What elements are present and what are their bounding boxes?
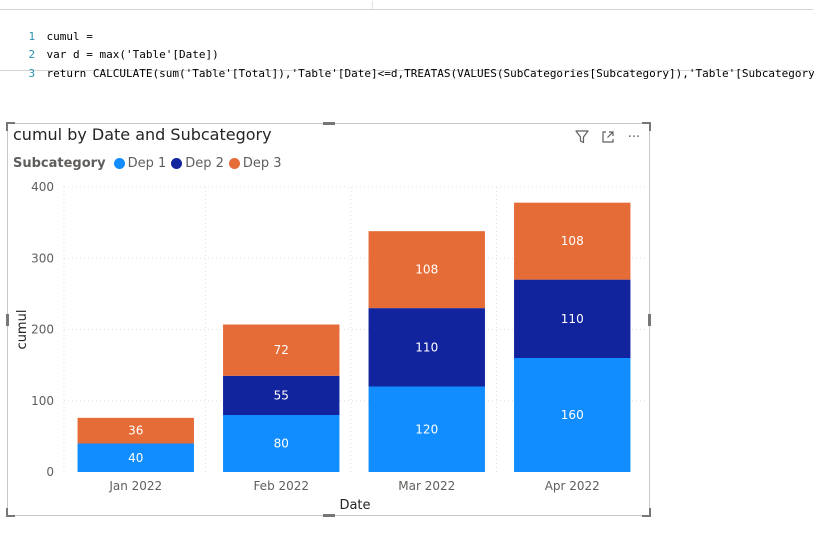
- resize-handle-bottom[interactable]: [323, 514, 335, 517]
- chart-title: cumul by Date and Subcategory: [13, 125, 272, 144]
- data-label: 120: [415, 422, 438, 436]
- data-label: 80: [274, 437, 289, 451]
- formula-bar[interactable]: 1 cumul = 2 var d = max('Table'[Date]) 3 re…: [0, 1, 814, 80]
- formula-line-1[interactable]: 1 cumul =: [0, 13, 93, 43]
- x-tick-label: Apr 2022: [545, 479, 600, 493]
- data-label: 108: [415, 263, 438, 277]
- more-options-icon[interactable]: ···: [627, 129, 641, 145]
- visual-header: ···: [573, 128, 643, 146]
- line-number: 1: [28, 30, 36, 43]
- bar-segment: [368, 231, 485, 309]
- y-tick-label: 400: [31, 180, 54, 194]
- x-axis-title: Date: [339, 498, 370, 513]
- x-tick-label: Feb 2022: [253, 479, 309, 493]
- bar-segment: [77, 443, 194, 472]
- bar-segment: [514, 279, 631, 358]
- bar-segment: [368, 386, 485, 472]
- resize-corner-bottom-left[interactable]: [6, 508, 15, 517]
- resize-corner-bottom-right[interactable]: [642, 508, 651, 517]
- bar-segment: [77, 417, 194, 444]
- data-label: 160: [561, 408, 584, 422]
- legend-title: Subcategory: [13, 155, 106, 171]
- resize-corner-top-right[interactable]: [642, 122, 651, 131]
- bar-segment: [368, 308, 485, 387]
- bar-segment: [223, 324, 340, 376]
- y-tick-label: 300: [31, 251, 54, 265]
- bar-segment: [223, 375, 340, 415]
- x-tick-label: Mar 2022: [398, 479, 455, 493]
- x-tick-label: Jan 2022: [108, 479, 162, 493]
- legend-item-dep-2[interactable]: Dep 2: [171, 156, 224, 171]
- data-label: 36: [128, 424, 143, 438]
- data-label: 108: [561, 234, 584, 248]
- y-tick-label: 100: [31, 394, 54, 408]
- data-label: 110: [415, 340, 438, 354]
- bar-segment: [514, 202, 631, 280]
- formula-code: cumul =: [46, 30, 93, 43]
- bar-segment: [223, 415, 340, 472]
- legend-marker: [228, 157, 240, 169]
- focus-mode-icon[interactable]: [599, 128, 617, 146]
- legend-label: Dep 2: [185, 155, 224, 171]
- filter-icon[interactable]: [573, 128, 591, 146]
- legend: Subcategory Dep 1 Dep 2 Dep 3: [13, 154, 287, 172]
- legend-item-dep-1[interactable]: Dep 1: [113, 155, 167, 171]
- line-number: 3: [28, 67, 36, 80]
- legend-item-dep-3[interactable]: Dep 3: [228, 155, 282, 171]
- resize-corner-top-left[interactable]: [6, 122, 15, 131]
- legend-label: Dep 3: [242, 155, 282, 171]
- legend-label: Dep 1: [127, 155, 167, 171]
- legend-marker: [113, 157, 125, 169]
- y-tick-label: 200: [31, 323, 54, 337]
- formula-bar-divider: [372, 1, 373, 9]
- chart-plot-area: 0 100 200 300 400 40 36 Jan 2022 80 55 72 Feb 2022 1…: [15, 180, 646, 513]
- formula-line-3[interactable]: 3 return CALCULATE(sum('Table'[Total]),'T…: [0, 50, 814, 80]
- formula-line-2[interactable]: 2 var d = max('Table'[Date]): [0, 31, 219, 61]
- resize-handle-top[interactable]: [323, 122, 335, 125]
- chart-visual[interactable]: cumul by Date and Subcategory ··· Subcat…: [6, 122, 651, 517]
- bar-segment: [514, 358, 631, 472]
- y-tick-label: 0: [46, 465, 54, 479]
- formula-code: return CALCULATE(sum('Table'[Total]),'Ta…: [46, 67, 814, 80]
- formula-code: var d = max('Table'[Date]): [46, 48, 219, 61]
- resize-handle-left[interactable]: [6, 314, 9, 326]
- y-axis-title: cumul: [15, 310, 30, 350]
- data-label: 40: [128, 451, 143, 465]
- legend-marker: [171, 157, 183, 169]
- data-label: 55: [274, 388, 289, 402]
- line-number: 2: [28, 48, 36, 61]
- data-label: 110: [561, 312, 584, 326]
- resize-handle-right[interactable]: [648, 314, 651, 326]
- data-label: 72: [274, 343, 289, 357]
